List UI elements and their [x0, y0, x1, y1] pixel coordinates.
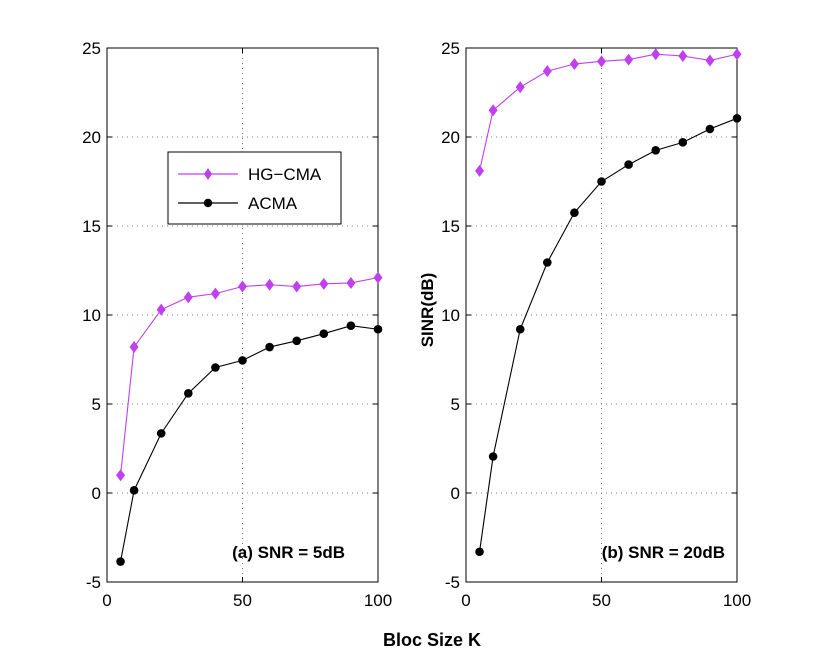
- y-tick-label: 5: [451, 395, 460, 414]
- data-point-acma: [238, 356, 247, 365]
- data-point-hgcma: [475, 164, 485, 177]
- y-tick-label: 25: [441, 39, 460, 58]
- y-tick-label: 15: [441, 217, 460, 236]
- legend-box: [167, 151, 342, 225]
- data-point-acma: [156, 429, 166, 438]
- panel-annotation: (a) SNR = 5dB: [232, 543, 345, 562]
- data-point-acma: [732, 114, 742, 123]
- data-point-hgcma: [129, 341, 139, 354]
- data-point-acma: [597, 177, 606, 186]
- data-point-acma: [475, 547, 484, 557]
- data-point-hgcma: [542, 65, 552, 78]
- y-tick-label: 25: [82, 39, 101, 58]
- data-point-hgcma: [210, 287, 220, 300]
- data-point-hgcma: [183, 291, 193, 304]
- series-line-hgcma: [479, 53, 738, 171]
- data-point-acma: [373, 324, 383, 334]
- data-point-acma: [292, 336, 302, 346]
- series-line-acma: [479, 117, 738, 552]
- data-point-hgcma: [319, 277, 329, 290]
- data-point-acma: [129, 486, 139, 495]
- x-tick-label: 0: [461, 591, 470, 610]
- x-tick-label: 100: [364, 591, 392, 610]
- data-point-acma: [211, 363, 220, 372]
- data-point-hgcma: [265, 278, 275, 291]
- legend: HG−CMA ACMA: [167, 151, 342, 225]
- y-axis-label: SINR(dB): [418, 273, 437, 348]
- series-line-acma: [120, 325, 379, 562]
- data-point-hgcma: [624, 53, 634, 66]
- y-tick-label: 5: [92, 395, 101, 414]
- y-tick-label: 10: [441, 306, 460, 325]
- x-tick-label: 0: [102, 591, 111, 610]
- x-tick-label: 50: [592, 591, 611, 610]
- data-point-hgcma: [569, 58, 579, 71]
- data-point-acma: [515, 324, 525, 334]
- data-point-hgcma: [515, 81, 525, 94]
- data-point-hgcma: [597, 55, 606, 68]
- data-point-acma: [543, 258, 552, 267]
- data-point-acma: [678, 138, 688, 147]
- legend-hgcma-marker: [204, 168, 212, 180]
- data-point-hgcma: [156, 303, 166, 316]
- panel-annotation: (b) SNR = 20dB: [602, 543, 725, 562]
- x-tick-label: 100: [723, 591, 751, 610]
- data-point-hgcma: [488, 104, 498, 117]
- data-point-acma: [651, 146, 660, 155]
- data-point-acma: [346, 321, 356, 330]
- y-tick-label: 20: [82, 128, 101, 147]
- data-point-hgcma: [732, 48, 742, 61]
- data-point-hgcma: [292, 280, 302, 293]
- data-point-hgcma: [678, 50, 688, 63]
- data-point-hgcma: [705, 54, 715, 67]
- data-point-acma: [319, 329, 329, 338]
- y-tick-label: 0: [92, 484, 101, 503]
- legend-acma-label: ACMA: [248, 194, 298, 213]
- x-tick-label: 50: [233, 591, 252, 610]
- data-point-hgcma: [651, 48, 661, 61]
- data-point-hgcma: [346, 276, 356, 289]
- legend-hgcma-label: HG−CMA: [248, 165, 322, 184]
- y-tick-label: -5: [86, 573, 101, 592]
- data-point-hgcma: [373, 271, 383, 284]
- data-point-acma: [184, 389, 193, 398]
- y-tick-label: 20: [441, 128, 460, 147]
- data-point-hgcma: [238, 280, 247, 293]
- y-tick-label: 10: [82, 306, 101, 325]
- data-point-acma: [116, 557, 125, 566]
- data-point-acma: [705, 124, 715, 134]
- data-point-acma: [488, 452, 498, 461]
- data-point-acma: [265, 342, 274, 352]
- data-point-acma: [624, 160, 633, 169]
- x-axis-label: Bloc Size K: [383, 630, 481, 650]
- data-point-hgcma: [116, 469, 126, 482]
- legend-acma-marker: [203, 198, 213, 208]
- data-point-acma: [570, 208, 579, 217]
- y-tick-label: 0: [451, 484, 460, 503]
- y-tick-label: -5: [445, 573, 460, 592]
- y-tick-label: 15: [82, 217, 101, 236]
